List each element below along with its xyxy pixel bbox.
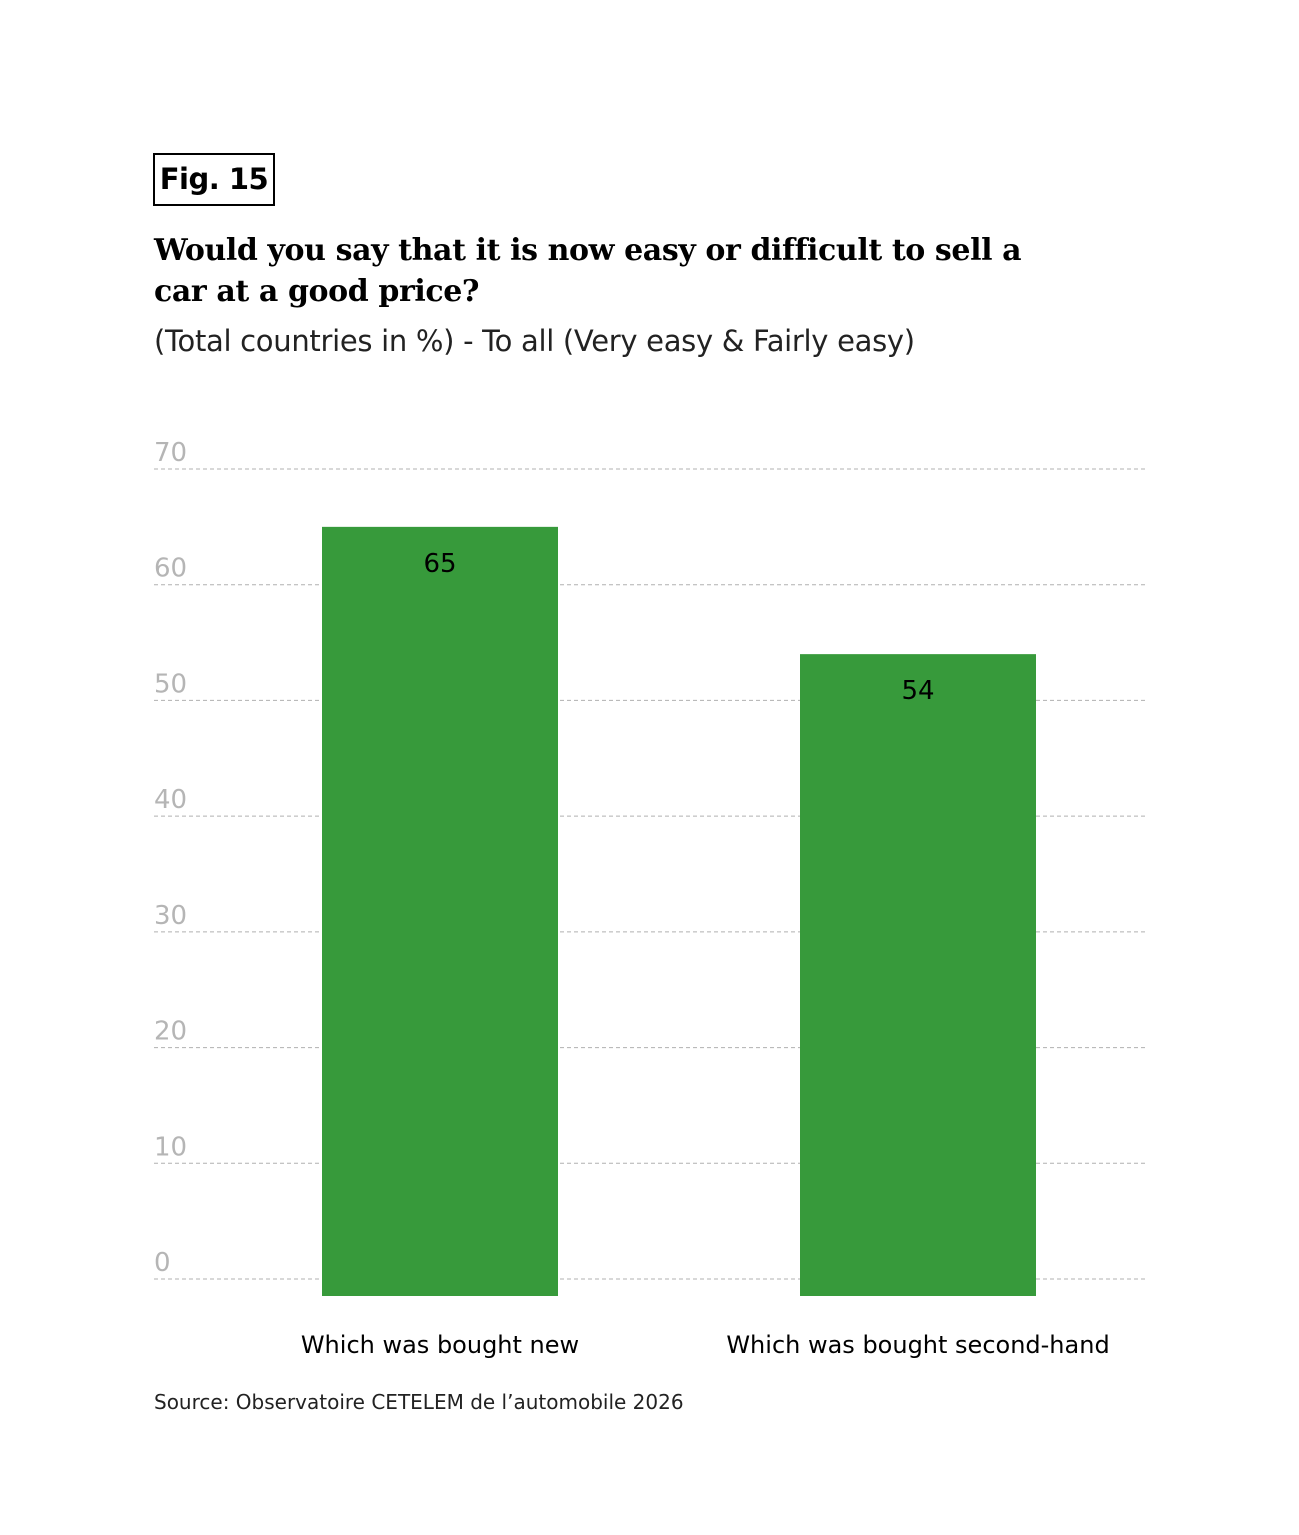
y-tick-label-10: 10 [154,1132,187,1162]
y-tick-label-60: 60 [154,554,187,584]
bar-1 [322,526,558,1296]
y-tick-label-30: 30 [154,901,187,931]
y-tick-label-20: 20 [154,1017,187,1047]
y-tick-label-40: 40 [154,785,187,815]
category-label-1: Which was bought new [301,1331,579,1359]
x-axis-categories: Which was bought new Which was bought sec… [301,1331,1110,1359]
data-labels: 65 54 [423,549,934,706]
y-tick-label-70: 70 [154,438,187,468]
bar-2 [800,654,1036,1296]
y-tick-label-0: 0 [154,1248,171,1278]
category-label-2: Which was bought second-hand [726,1331,1109,1359]
y-axis-ticks: 0 10 20 30 40 50 60 70 [154,438,187,1278]
data-label-1: 65 [423,549,456,579]
chart-subtitle: (Total countries in %) - To all (Very ea… [154,324,915,358]
data-label-2: 54 [901,676,934,706]
bar-chart: 0 10 20 30 40 50 60 70 65 54 Which was bought ne… [154,438,1146,1359]
figure-label: Fig. 15 [153,153,275,206]
chart-title: Would you say that it is now easy or dif… [154,233,1022,309]
source-note: Source: Observatoire CETELEM de l’automo… [154,1390,684,1414]
y-tick-label-50: 50 [154,669,187,699]
bars [322,526,1036,1296]
